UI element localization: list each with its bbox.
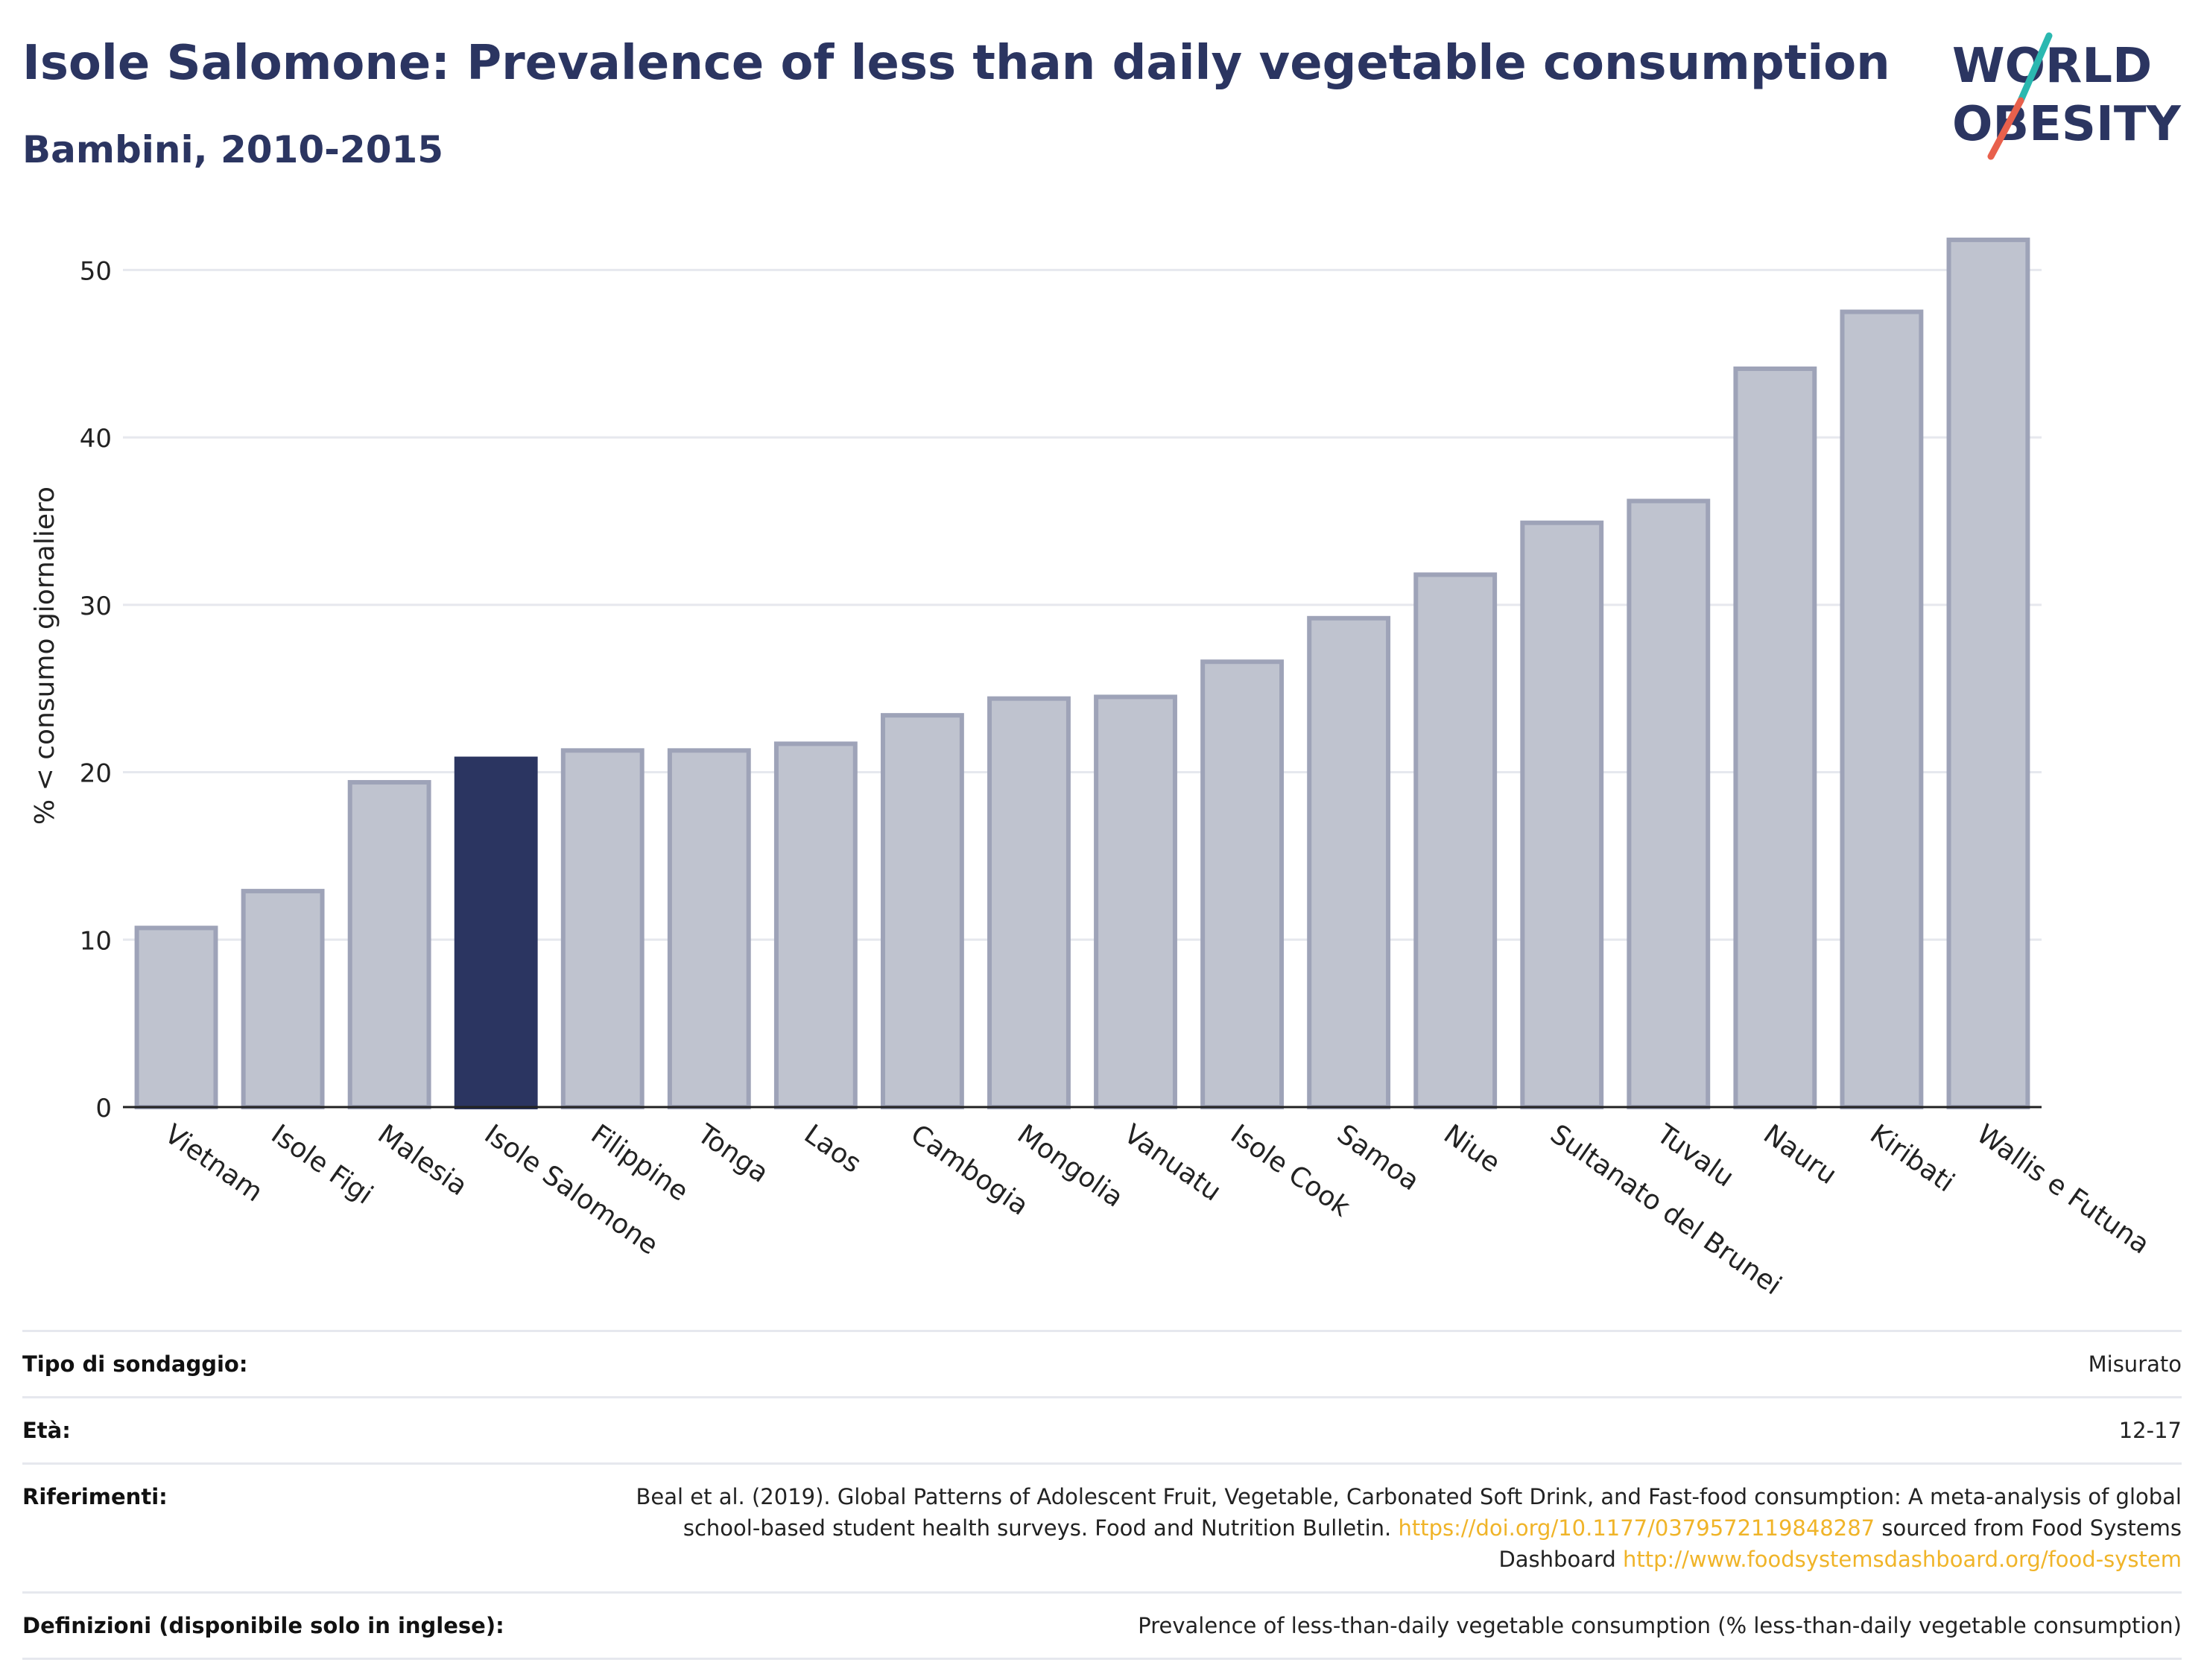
survey-type-value: Misurato <box>2088 1351 2182 1377</box>
y-tick-label: 20 <box>80 759 112 789</box>
dashboard-link[interactable]: http://www.foodsystemsdashboard.org/food… <box>1623 1547 2182 1572</box>
references-text-1: Beal et al. (2019). Global Patterns of A… <box>636 1484 2182 1541</box>
x-tick-label: Kiribati <box>1864 1119 1960 1199</box>
bar-samoa[interactable] <box>1307 615 1391 1109</box>
bar-tonga[interactable] <box>667 748 751 1110</box>
x-tick-label: Tuvalu <box>1650 1118 1739 1193</box>
logo-word-world: WORLD <box>1952 39 2152 94</box>
x-tick-label: Vanuatu <box>1118 1119 1226 1208</box>
bar-vanuatu[interactable] <box>1094 694 1177 1109</box>
x-tick-label: Isole Figi <box>265 1119 378 1211</box>
y-tick-label: 30 <box>80 592 112 621</box>
definitions-value: Prevalence of less-than-daily vegetable … <box>1138 1613 2182 1638</box>
x-tick-label: Malesia <box>372 1119 472 1202</box>
x-tick-label: Wallis e Futuna <box>1971 1119 2155 1261</box>
y-tick-label: 50 <box>80 256 112 286</box>
age-label: Età: <box>22 1418 71 1443</box>
x-tick-label: Vietnam <box>159 1119 267 1208</box>
references-text-2: sourced from Food Systems Dashboard <box>1498 1515 2182 1572</box>
bar-malesia[interactable] <box>347 780 431 1109</box>
y-tick-label: 40 <box>80 424 112 454</box>
info-table: Tipo di sondaggio: Misurato Età: 12-17 R… <box>22 1330 2182 1660</box>
bar-isole-figi[interactable] <box>241 889 325 1109</box>
chart-title: Isole Salomone: Prevalence of less than … <box>22 36 1890 91</box>
bars <box>134 237 2030 1110</box>
bar-nauru[interactable] <box>1733 366 1817 1110</box>
bar-filippine[interactable] <box>560 748 645 1110</box>
references-label: Riferimenti: <box>22 1484 168 1509</box>
logo-word-obesity: OBESITY <box>1952 97 2181 152</box>
bar-cambogia[interactable] <box>880 713 964 1109</box>
bar-isole-cook[interactable] <box>1200 659 1285 1109</box>
survey-type-label: Tipo di sondaggio: <box>22 1351 248 1377</box>
x-tick-label: Isole Cook <box>1225 1119 1355 1223</box>
survey-type-row: Tipo di sondaggio: Misurato <box>22 1330 2182 1396</box>
x-tick-label: Nauru <box>1758 1119 1842 1191</box>
references-row: Riferimenti: Beal et al. (2019). Global … <box>22 1462 2182 1591</box>
y-tick-label: 0 <box>95 1094 112 1123</box>
definitions-row: Definizioni (disponibile solo in inglese… <box>22 1591 2182 1660</box>
bar-kiribati[interactable] <box>1840 309 1924 1110</box>
chart-subtitle: Bambini, 2010-2015 <box>22 128 444 171</box>
x-tick-label: Samoa <box>1331 1119 1425 1197</box>
bar-mongolia[interactable] <box>987 696 1071 1109</box>
x-tick-label: Cambogia <box>905 1119 1034 1222</box>
definitions-label: Definizioni (disponibile solo in inglese… <box>22 1613 504 1638</box>
x-tick-label: Isole Salomone <box>479 1119 664 1261</box>
doi-link[interactable]: https://doi.org/10.1177/0379572119848287 <box>1398 1515 1875 1541</box>
bar-vietnam[interactable] <box>134 925 218 1110</box>
logo-slash-red <box>1987 97 2024 160</box>
bar-wallis-e-futuna[interactable] <box>1946 237 2030 1109</box>
age-value: 12-17 <box>2118 1418 2182 1443</box>
x-tick-label: Niue <box>1438 1119 1506 1179</box>
bar-laos[interactable] <box>773 741 858 1109</box>
world-obesity-logo: WORLD OBESITY <box>1952 32 2181 160</box>
y-tick-label: 10 <box>80 926 112 956</box>
x-tick-label: Tonga <box>691 1118 774 1189</box>
logo-slash-teal <box>2017 32 2053 104</box>
grid-lines <box>123 268 2042 941</box>
bar-isole-salomone[interactable] <box>454 756 538 1109</box>
bar-sultanato-del-brunei[interactable] <box>1520 520 1604 1109</box>
y-tick-labels: 0 10 20 30 40 50 <box>80 256 112 1123</box>
y-axis-label: % < consumo giornaliero <box>30 486 60 825</box>
age-row: Età: 12-17 <box>22 1396 2182 1462</box>
bar-tuvalu[interactable] <box>1627 498 1711 1109</box>
bar-niue[interactable] <box>1413 572 1498 1109</box>
references-value: Beal et al. (2019). Global Patterns of A… <box>632 1481 2182 1575</box>
x-tick-label: Laos <box>799 1119 867 1179</box>
